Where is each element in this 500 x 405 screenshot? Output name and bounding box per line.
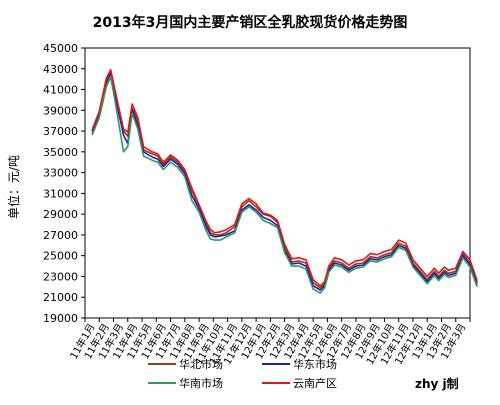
- y-tick-label: 43000: [43, 63, 78, 76]
- series-group: [91, 69, 478, 294]
- series-line: [91, 69, 478, 287]
- y-axis-label: 单位：元/吨: [6, 155, 21, 219]
- legend-label: 云南产区: [293, 376, 337, 390]
- plot-area: [84, 47, 471, 319]
- plot-frame: [84, 47, 471, 319]
- y-tick-label: 29000: [43, 208, 78, 221]
- y-tick-label: 19000: [43, 312, 78, 325]
- y-tick-label: 41000: [43, 84, 78, 97]
- series-line: [91, 76, 478, 294]
- y-tick-label: 35000: [43, 146, 78, 159]
- y-tick-label: 21000: [43, 291, 78, 304]
- legend-label: 华东市场: [293, 357, 337, 371]
- y-tick-label: 39000: [43, 104, 78, 117]
- y-tick-label: 23000: [43, 270, 78, 283]
- y-tick-label: 33000: [43, 167, 78, 180]
- series-line: [91, 72, 478, 289]
- y-tick-label: 27000: [43, 229, 78, 242]
- credit-text: zhy j制: [415, 376, 459, 391]
- series-line: [91, 71, 478, 291]
- legend-label: 华南市场: [179, 376, 223, 390]
- y-tick-label: 31000: [43, 187, 78, 200]
- y-tick-label: 37000: [43, 125, 78, 138]
- y-tick-label: 25000: [43, 250, 78, 263]
- x-axis: 11年1月11年2月11年3月11年4月11年5月11年6月11年7月11年8月…: [67, 318, 471, 367]
- y-tick-label: 45000: [43, 42, 78, 55]
- y-axis: 19000 21000 23000 25000 27000 29000 31000 33000…: [43, 42, 85, 325]
- legend-label: 华北市场: [179, 357, 223, 371]
- chart-title: 2013年3月国内主要产销区全乳胶现货价格走势图: [93, 14, 408, 31]
